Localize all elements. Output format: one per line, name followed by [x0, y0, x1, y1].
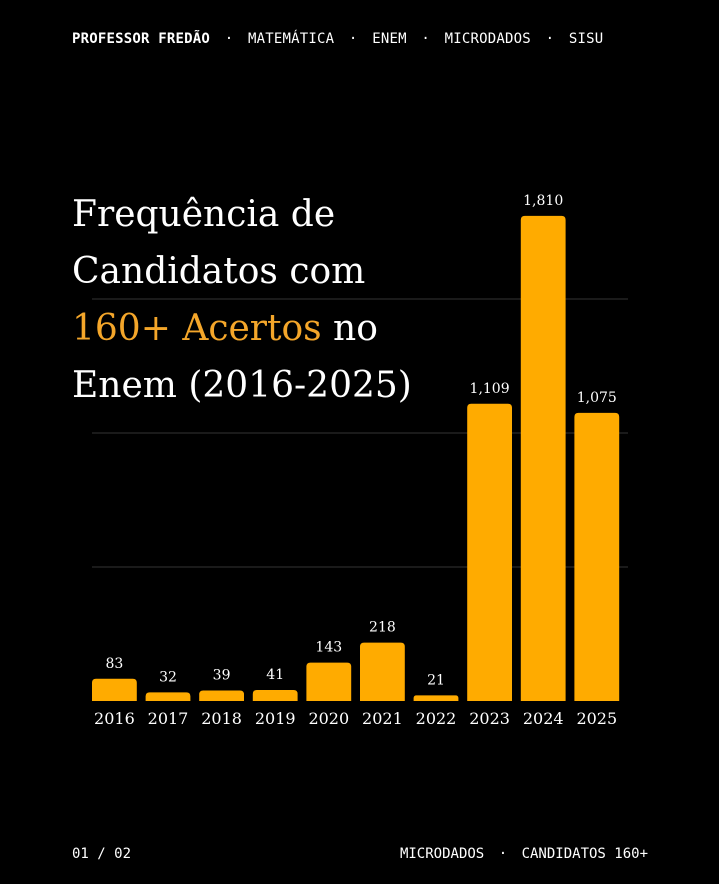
x-tick-label-2025: 2025: [576, 709, 617, 728]
value-label-2022: 21: [427, 672, 445, 688]
title-line-2: Candidatos com: [72, 251, 366, 292]
bar-2018: [199, 690, 244, 701]
header-bar: PROFESSOR FREDÃO · MATEMÁTICA · ENEM · M…: [72, 31, 603, 47]
title-line-1: Frequência de: [72, 194, 336, 235]
bar-2020: [306, 662, 352, 701]
tag-matematica: MATEMÁTICA: [247, 31, 335, 47]
page-indicator: 01 / 02: [72, 846, 132, 862]
value-label-2017: 32: [159, 669, 177, 685]
value-label-2025: 1,075: [577, 390, 617, 406]
x-tick-label-2016: 2016: [94, 709, 135, 728]
value-label-2023: 1,109: [470, 381, 510, 397]
tag-enem: ENEM: [372, 31, 407, 47]
footer-separator: ·: [498, 846, 508, 862]
bar-2019: [252, 690, 298, 701]
bar-2023: [467, 403, 512, 701]
title-highlight: 160+ Acertos: [72, 308, 322, 349]
header-separator: ·: [348, 31, 358, 47]
x-tick-label-2021: 2021: [362, 709, 403, 728]
title-line-4: Enem (2016-2025): [72, 365, 412, 406]
value-label-2020: 143: [315, 640, 342, 656]
bar-2021: [360, 642, 405, 701]
tag-microdados: MICRODADOS: [444, 31, 531, 47]
brand-name: PROFESSOR FREDÃO: [72, 31, 211, 47]
bar-2017: [145, 692, 191, 701]
x-tick-label-2023: 2023: [469, 709, 510, 728]
value-label-2021: 218: [369, 620, 396, 636]
header-separator: ·: [224, 31, 234, 47]
footer-caption: MICRODADOS · CANDIDATOS 160+: [400, 846, 648, 862]
bar-2022: [413, 695, 459, 701]
bar-2016: [92, 678, 137, 701]
footer-label-left: MICRODADOS: [399, 846, 485, 862]
x-tick-label-2020: 2020: [308, 709, 349, 728]
value-label-2019: 41: [266, 667, 284, 683]
x-tick-label-2022: 2022: [416, 709, 457, 728]
title-line-3-rest: no: [321, 308, 378, 349]
bar-2025: [574, 412, 620, 701]
x-tick-label-2019: 2019: [255, 709, 296, 728]
bar-2024: [520, 215, 566, 702]
x-tick-label-2018: 2018: [201, 709, 242, 728]
value-label-2018: 39: [213, 668, 231, 684]
header-separator: ·: [545, 31, 555, 47]
footer-label-right: CANDIDATOS 160+: [521, 846, 648, 862]
x-tick-label-2024: 2024: [523, 709, 564, 728]
tag-sisu: SISU: [568, 31, 604, 47]
chart-title: Frequência de Candidatos com 160+ Acerto…: [72, 186, 472, 414]
x-tick-label-2017: 2017: [148, 709, 189, 728]
value-label-2024: 1,810: [523, 193, 563, 209]
value-label-2016: 83: [105, 656, 123, 672]
header-separator: ·: [421, 31, 430, 47]
